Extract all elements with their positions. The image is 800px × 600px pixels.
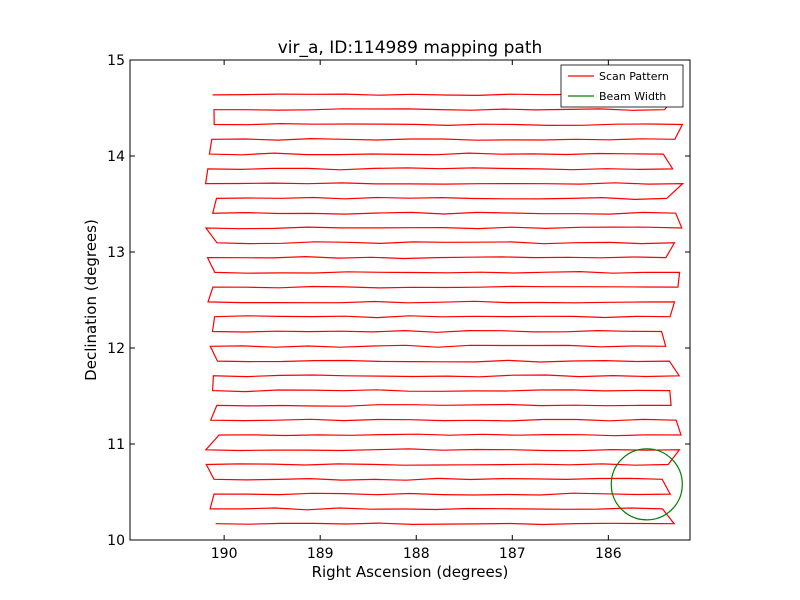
x-axis-label: Right Ascension (degrees)	[312, 563, 509, 581]
y-tick-label: 13	[107, 245, 125, 261]
scan-pattern-line	[204, 93, 685, 526]
legend-box	[560, 64, 684, 108]
legend-label-beam-width: Beam Width	[599, 90, 666, 103]
y-tick-label: 14	[107, 149, 125, 165]
plot-frame	[129, 59, 691, 541]
x-tick-label: 186	[595, 546, 622, 562]
series-layer	[204, 93, 685, 526]
x-tick-label: 187	[499, 546, 526, 562]
x-tick-label: 190	[211, 546, 238, 562]
y-axis-label: Declination (degrees)	[82, 219, 100, 381]
legend-label-scan-pattern: Scan Pattern	[599, 70, 669, 83]
y-tick-label: 15	[107, 53, 125, 69]
y-tick-label: 12	[107, 341, 125, 357]
x-tick-label: 188	[403, 546, 430, 562]
tick-layer: 190 189 188 187 186 10 11 12 13 14 15	[107, 53, 690, 562]
x-tick-label: 189	[307, 546, 334, 562]
y-tick-label: 11	[107, 437, 125, 453]
beam-width-circle	[610, 448, 683, 521]
chart-title: vir_a, ID:114989 mapping path	[278, 38, 543, 58]
y-tick-label: 10	[107, 533, 125, 549]
legend: Scan Pattern Beam Width	[560, 64, 684, 108]
